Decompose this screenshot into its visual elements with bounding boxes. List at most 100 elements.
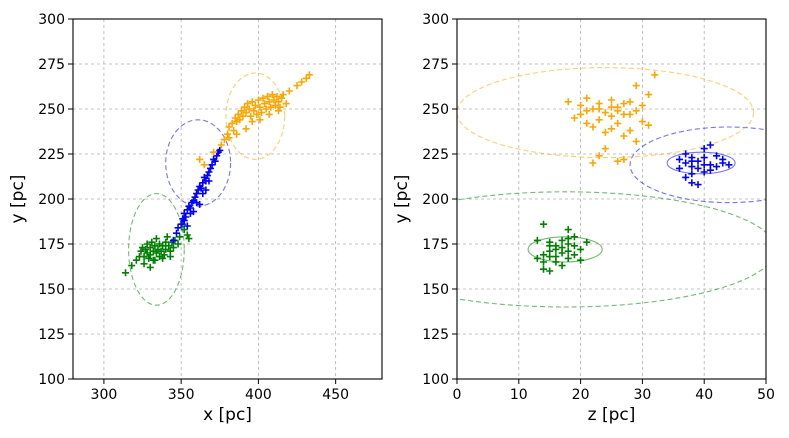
data-point (248, 118, 256, 126)
data-point (271, 101, 279, 109)
data-point (540, 220, 548, 228)
sigma-ellipse (629, 126, 766, 204)
sigma-ellipse (457, 191, 766, 308)
y-tick-label: 275 (38, 57, 65, 73)
data-point (638, 118, 646, 126)
data-point (183, 231, 191, 239)
data-point (217, 141, 225, 149)
data-point (237, 107, 245, 115)
data-point (552, 258, 560, 266)
data-point (224, 130, 231, 138)
data-point (700, 161, 708, 169)
data-point (694, 164, 702, 172)
data-point (240, 103, 248, 111)
plot-frame-zy (456, 18, 767, 380)
data-point (645, 91, 653, 99)
data-point (533, 254, 541, 262)
data-point (146, 251, 154, 259)
data-point (197, 184, 205, 192)
data-point (196, 200, 204, 208)
data-point (180, 226, 188, 234)
data-point (564, 98, 572, 106)
data-point (675, 164, 683, 172)
data-point (268, 91, 276, 99)
data-point (132, 256, 140, 264)
data-point (570, 114, 578, 122)
x-tick-label: 400 (245, 387, 272, 403)
x-tick-label: 30 (633, 387, 651, 403)
data-point (282, 100, 290, 108)
y-tick-label: 150 (422, 282, 449, 298)
data-point (233, 130, 241, 138)
data-point (285, 87, 293, 95)
data-point (190, 208, 198, 216)
y-tick-label: 200 (38, 192, 65, 208)
data-point (564, 226, 572, 234)
data-point (595, 152, 603, 160)
data-point (620, 132, 628, 140)
data-point (632, 107, 640, 115)
data-point (546, 253, 554, 261)
data-point (694, 157, 702, 165)
data-point (205, 177, 213, 185)
data-point (608, 96, 615, 104)
data-point (231, 114, 239, 122)
points-xy (122, 71, 313, 277)
data-point (242, 109, 250, 117)
sigma-ellipse (666, 151, 736, 175)
data-point (608, 125, 615, 133)
data-point (230, 127, 238, 135)
data-point (577, 256, 585, 264)
y-tick-label: 175 (38, 237, 65, 253)
data-point (152, 235, 160, 243)
data-point (176, 233, 184, 241)
data-point (273, 92, 281, 100)
ellipses-zy (457, 67, 766, 308)
data-point (196, 155, 204, 163)
y-tick-label: 250 (38, 102, 65, 118)
y-tick-label: 200 (422, 192, 449, 208)
data-point (564, 235, 572, 243)
data-point (583, 119, 591, 127)
data-point (682, 159, 690, 167)
data-point (713, 163, 721, 171)
grid-xy (73, 18, 382, 380)
grid-zy (456, 18, 767, 380)
data-point (165, 242, 173, 250)
data-point (183, 222, 191, 230)
data-point (632, 137, 640, 145)
data-point (267, 103, 275, 111)
data-point (202, 186, 210, 194)
data-point (208, 161, 216, 169)
data-point (251, 101, 259, 109)
data-point (207, 164, 215, 172)
data-point (589, 105, 597, 113)
data-point (278, 94, 286, 102)
data-point (257, 109, 265, 117)
y-tick-label: 300 (422, 12, 449, 28)
data-point (174, 224, 182, 232)
data-point (259, 94, 267, 102)
data-point (645, 121, 653, 129)
data-point (148, 238, 156, 246)
data-point (688, 157, 696, 165)
data-point (608, 112, 615, 120)
data-point (675, 155, 683, 163)
data-point (205, 168, 213, 176)
data-point (589, 159, 597, 167)
data-point (173, 229, 181, 237)
data-point (203, 172, 211, 180)
data-point (546, 267, 554, 275)
x-tick-label: 40 (695, 387, 713, 403)
data-point (146, 244, 154, 252)
data-point (177, 220, 185, 228)
sigma-ellipse (128, 193, 185, 306)
data-point (225, 123, 233, 131)
data-point (210, 148, 218, 156)
data-point (166, 253, 174, 261)
x-tick-label: 300 (91, 387, 118, 403)
data-point (595, 105, 603, 113)
x-tick-label: 350 (168, 387, 195, 403)
data-point (146, 263, 154, 271)
panel-xy: 300 350 400 450 100 125 150 175 200 225 250 275300 … (8, 12, 383, 425)
